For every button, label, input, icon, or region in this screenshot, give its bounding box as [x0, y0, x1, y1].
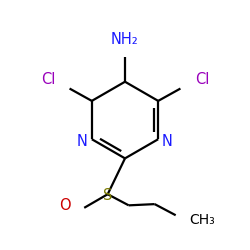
Text: S: S: [103, 188, 113, 203]
Text: N: N: [77, 134, 88, 148]
Text: N: N: [162, 134, 173, 148]
Text: O: O: [59, 198, 70, 213]
Text: Cl: Cl: [195, 72, 209, 87]
Text: NH₂: NH₂: [111, 32, 139, 47]
Text: Cl: Cl: [41, 72, 55, 87]
Text: CH₃: CH₃: [189, 213, 215, 227]
